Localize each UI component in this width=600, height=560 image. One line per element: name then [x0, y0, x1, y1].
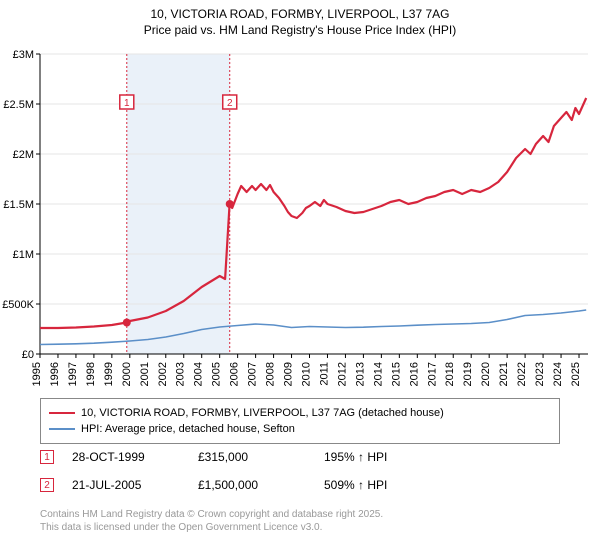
svg-text:2005: 2005 [211, 362, 223, 386]
svg-text:2013: 2013 [354, 362, 366, 386]
svg-text:2012: 2012 [336, 362, 348, 386]
sale-marker-2: 2 [40, 478, 54, 492]
sale-marker-2-num: 2 [44, 480, 50, 491]
sale-row-1: 1 28-OCT-1999 £315,000 195% ↑ HPI [40, 450, 444, 464]
svg-text:2019: 2019 [462, 362, 474, 386]
footer-line-2: This data is licensed under the Open Gov… [40, 521, 383, 534]
sale-date-2: 21-JUL-2005 [72, 478, 192, 492]
svg-text:2004: 2004 [193, 362, 205, 386]
price-chart: £0 £500K £1M £1.5M £2M £2.5M £3M 1995 1996 1997 19… [0, 44, 600, 390]
sale-row-2: 2 21-JUL-2005 £1,500,000 509% ↑ HPI [40, 478, 444, 492]
svg-text:2025: 2025 [570, 362, 582, 386]
svg-text:2010: 2010 [301, 362, 313, 386]
svg-text:2003: 2003 [175, 362, 187, 386]
svg-text:2011: 2011 [318, 362, 330, 386]
svg-text:2023: 2023 [534, 362, 546, 386]
sale-date-1: 28-OCT-1999 [72, 450, 192, 464]
svg-text:2009: 2009 [283, 362, 295, 386]
svg-text:2015: 2015 [390, 362, 402, 386]
svg-text:2001: 2001 [139, 362, 151, 386]
footer-line-1: Contains HM Land Registry data © Crown c… [40, 508, 383, 521]
svg-text:2024: 2024 [552, 362, 564, 386]
svg-text:1996: 1996 [49, 362, 61, 386]
svg-text:£1M: £1M [13, 249, 34, 261]
legend-label-1: HPI: Average price, detached house, Seft… [81, 423, 295, 435]
svg-text:£2M: £2M [13, 149, 34, 161]
legend: 10, VICTORIA ROAD, FORMBY, LIVERPOOL, L3… [40, 398, 560, 444]
svg-text:£500K: £500K [2, 299, 34, 311]
sale-price-2: £1,500,000 [198, 478, 318, 492]
legend-label-0: 10, VICTORIA ROAD, FORMBY, LIVERPOOL, L3… [81, 407, 444, 419]
sale-hpi-1: 195% ↑ HPI [324, 450, 444, 464]
sale-marker-1: 1 [40, 450, 54, 464]
svg-text:1998: 1998 [85, 362, 97, 386]
svg-text:2014: 2014 [372, 362, 384, 386]
svg-text:2022: 2022 [516, 362, 528, 386]
svg-text:£3M: £3M [13, 49, 34, 61]
svg-text:£0: £0 [22, 349, 34, 361]
sale-hpi-2: 509% ↑ HPI [324, 478, 444, 492]
svg-text:2008: 2008 [265, 362, 277, 386]
sale-price-1: £315,000 [198, 450, 318, 464]
svg-text:2007: 2007 [247, 362, 259, 386]
svg-text:2020: 2020 [480, 362, 492, 386]
sale-marker-1-num: 1 [44, 452, 50, 463]
svg-text:2: 2 [227, 98, 233, 109]
svg-text:£1.5M: £1.5M [3, 199, 34, 211]
svg-text:2006: 2006 [229, 362, 241, 386]
svg-text:2016: 2016 [408, 362, 420, 386]
legend-row-1: HPI: Average price, detached house, Seft… [49, 421, 551, 437]
svg-text:1999: 1999 [103, 362, 115, 386]
svg-text:2000: 2000 [121, 362, 133, 386]
footer: Contains HM Land Registry data © Crown c… [40, 508, 383, 534]
legend-swatch-0 [49, 412, 75, 415]
svg-text:2018: 2018 [444, 362, 456, 386]
svg-text:£2.5M: £2.5M [3, 99, 34, 111]
title-line-1: 10, VICTORIA ROAD, FORMBY, LIVERPOOL, L3… [0, 6, 600, 22]
svg-text:2017: 2017 [426, 362, 438, 386]
svg-text:1: 1 [124, 98, 130, 109]
legend-row-0: 10, VICTORIA ROAD, FORMBY, LIVERPOOL, L3… [49, 405, 551, 421]
svg-text:2002: 2002 [157, 362, 169, 386]
svg-text:2021: 2021 [498, 362, 510, 386]
title-line-2: Price paid vs. HM Land Registry's House … [0, 22, 600, 38]
chart-title-block: 10, VICTORIA ROAD, FORMBY, LIVERPOOL, L3… [0, 0, 600, 38]
svg-text:1997: 1997 [67, 362, 79, 386]
legend-swatch-1 [49, 428, 75, 430]
svg-text:1995: 1995 [31, 362, 43, 386]
